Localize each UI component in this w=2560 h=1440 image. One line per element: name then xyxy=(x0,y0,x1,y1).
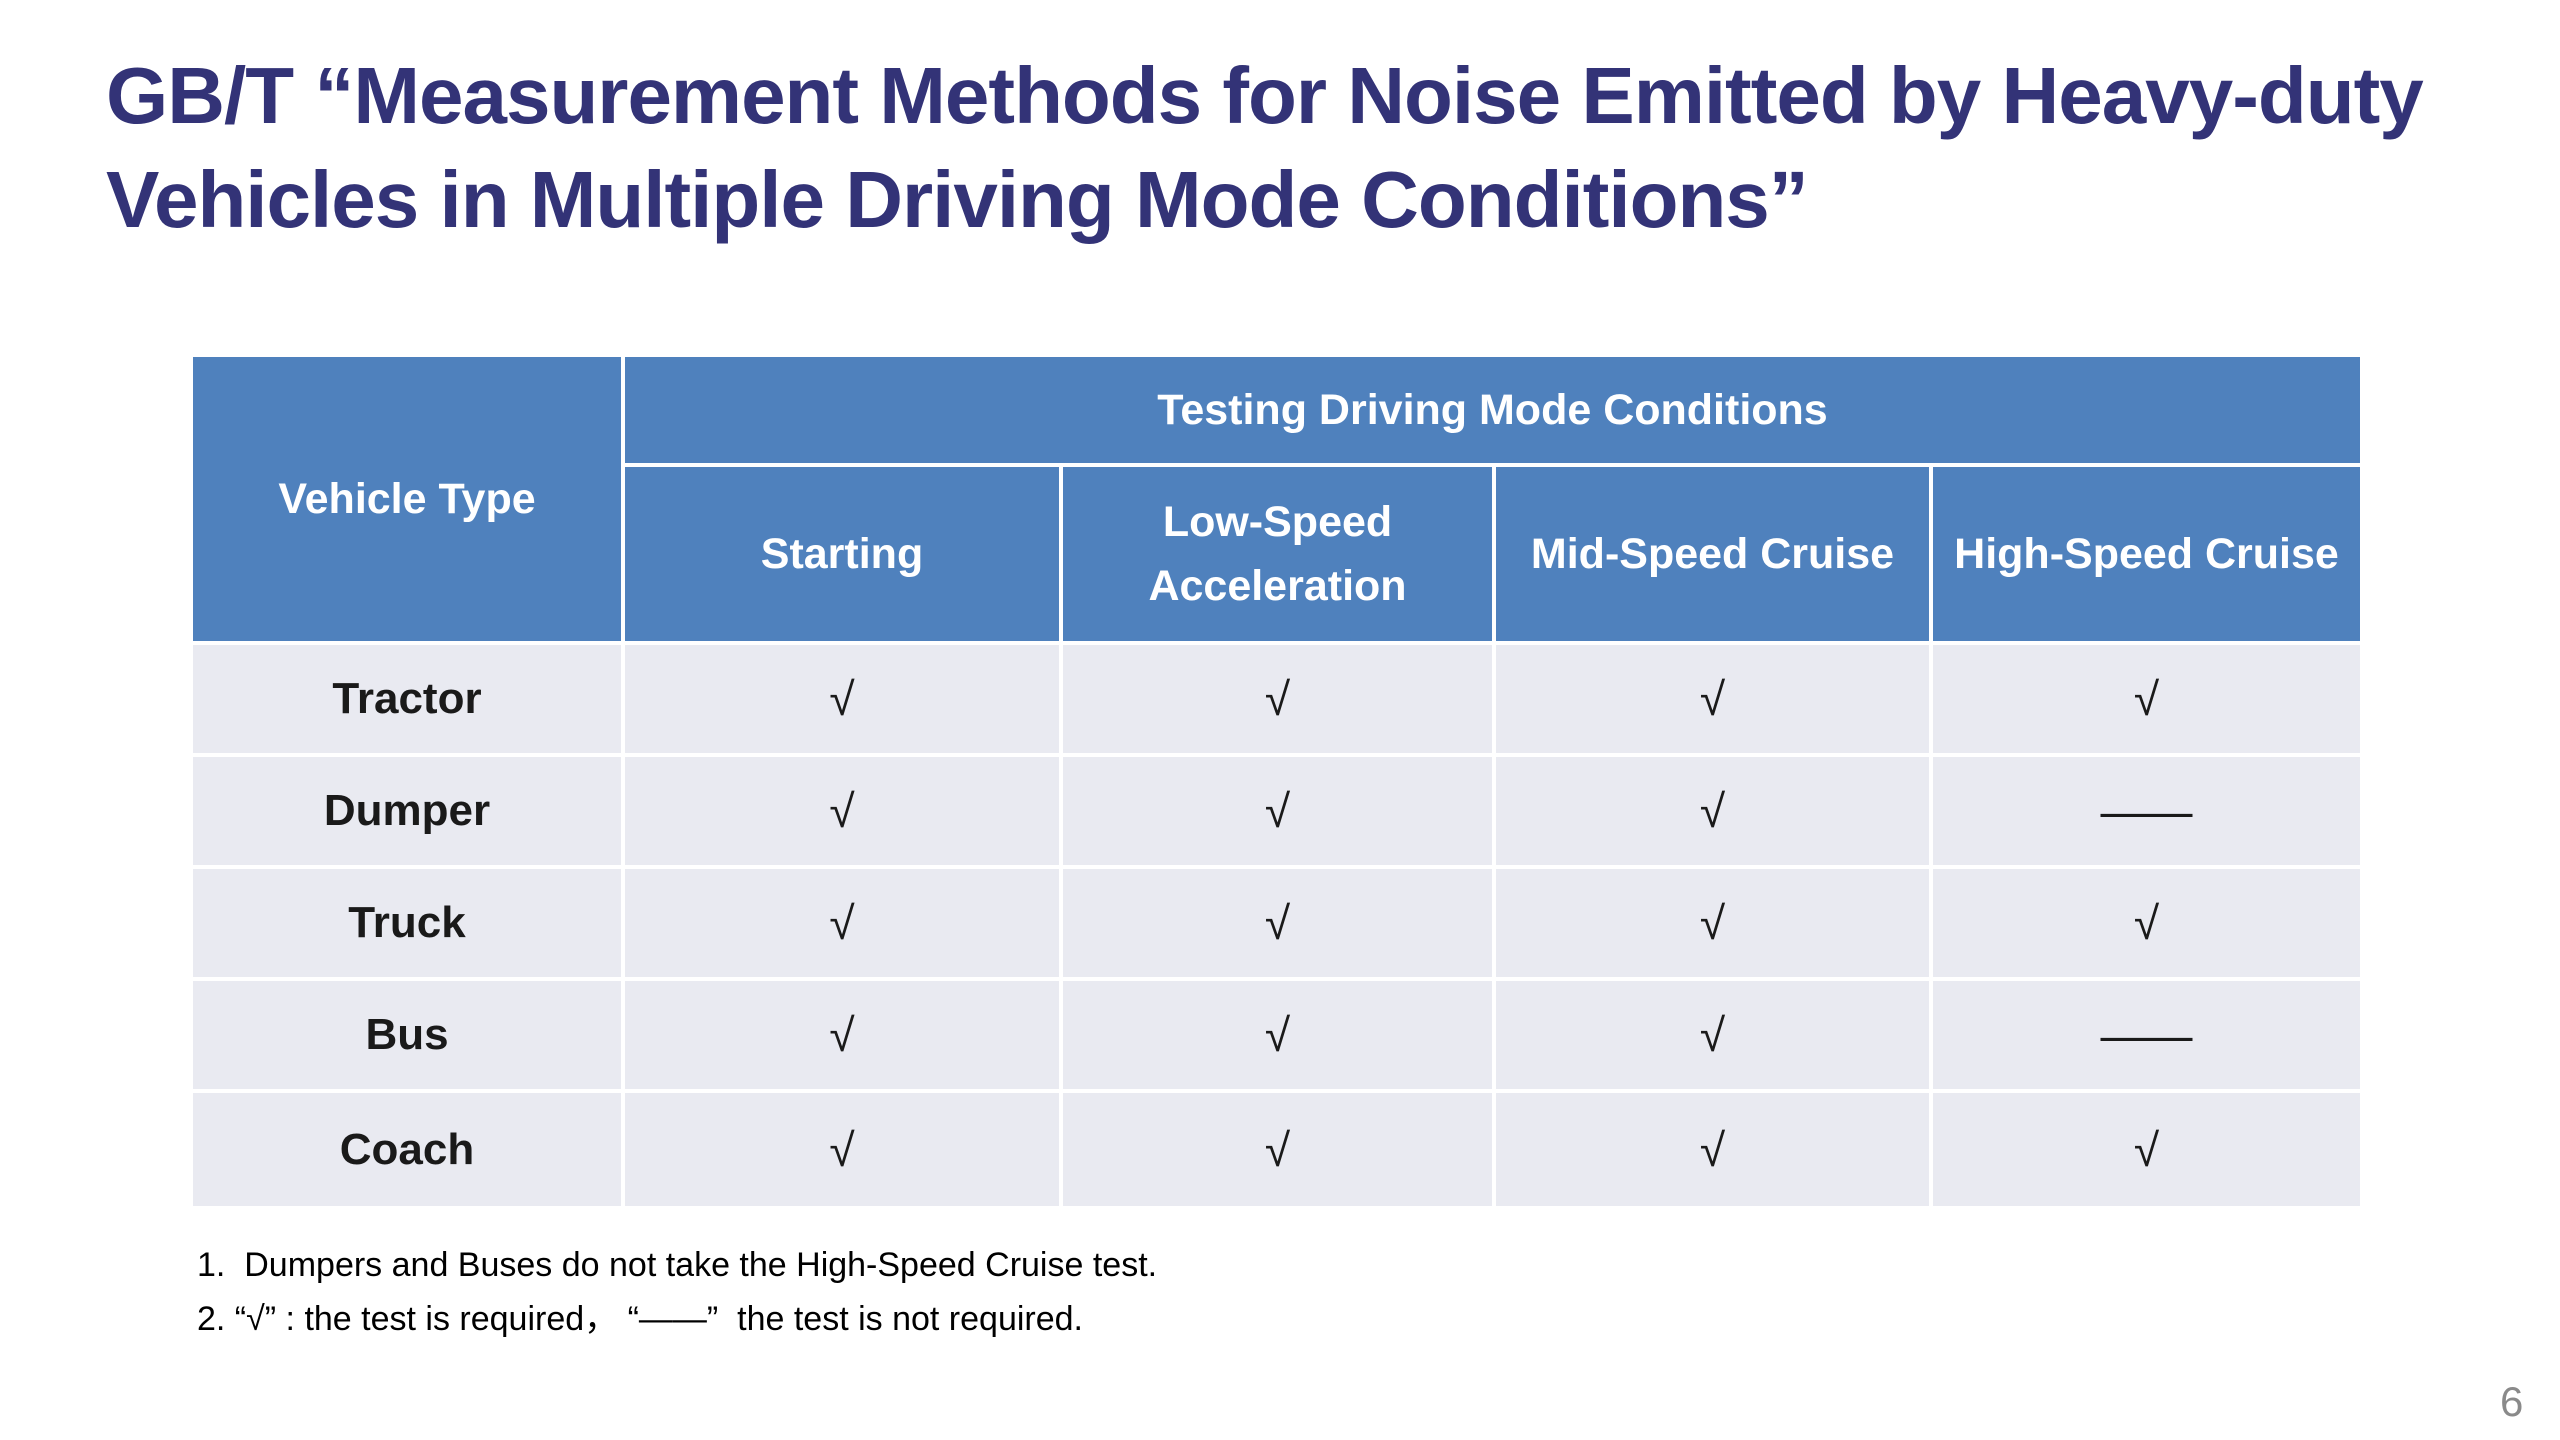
noise-test-table: Vehicle Type Testing Driving Mode Condit… xyxy=(193,357,2360,1206)
value-cell: √ xyxy=(1496,645,1933,757)
row-label-coach: Coach xyxy=(193,1093,625,1206)
value-cell: √ xyxy=(1063,869,1496,981)
value-cell: √ xyxy=(1496,1093,1933,1206)
column-header-high-speed-cruise: High-Speed Cruise xyxy=(1933,467,2360,645)
slide-title: GB/T “Measurement Methods for Noise Emit… xyxy=(106,44,2506,252)
title-line-2: Vehicles in Multiple Driving Mode Condit… xyxy=(106,155,1809,244)
value-cell: —— xyxy=(1933,757,2360,869)
value-cell: √ xyxy=(1933,1093,2360,1206)
column-header-low-speed-acceleration: Low-Speed Acceleration xyxy=(1063,467,1496,645)
value-cell: √ xyxy=(1063,645,1496,757)
page-number: 6 xyxy=(2500,1378,2524,1425)
value-cell: √ xyxy=(625,1093,1063,1206)
group-header-testing-driving-mode-conditions: Testing Driving Mode Conditions xyxy=(625,357,2360,467)
value-cell: √ xyxy=(1933,869,2360,981)
row-label-tractor: Tractor xyxy=(193,645,625,757)
value-cell: √ xyxy=(625,981,1063,1093)
footnote-2: 2. “√” : the test is required， “——” the … xyxy=(197,1300,1083,1338)
value-cell: √ xyxy=(1063,1093,1496,1206)
value-cell: √ xyxy=(1496,869,1933,981)
value-cell: —— xyxy=(1933,981,2360,1093)
footnotes: 1. Dumpers and Buses do not take the Hig… xyxy=(197,1238,1157,1346)
row-label-dumper: Dumper xyxy=(193,757,625,869)
column-header-starting: Starting xyxy=(625,467,1063,645)
value-cell: √ xyxy=(1496,981,1933,1093)
row-label-truck: Truck xyxy=(193,869,625,981)
value-cell: √ xyxy=(1933,645,2360,757)
value-cell: √ xyxy=(625,757,1063,869)
row-label-bus: Bus xyxy=(193,981,625,1093)
value-cell: √ xyxy=(1496,757,1933,869)
value-cell: √ xyxy=(1063,757,1496,869)
value-cell: √ xyxy=(1063,981,1496,1093)
value-cell: √ xyxy=(625,869,1063,981)
footnote-1: 1. Dumpers and Buses do not take the Hig… xyxy=(197,1246,1158,1284)
value-cell: √ xyxy=(625,645,1063,757)
column-header-mid-speed-cruise: Mid-Speed Cruise xyxy=(1496,467,1933,645)
title-line-1: GB/T “Measurement Methods for Noise Emit… xyxy=(106,51,2424,140)
corner-header-vehicle-type: Vehicle Type xyxy=(193,357,625,645)
